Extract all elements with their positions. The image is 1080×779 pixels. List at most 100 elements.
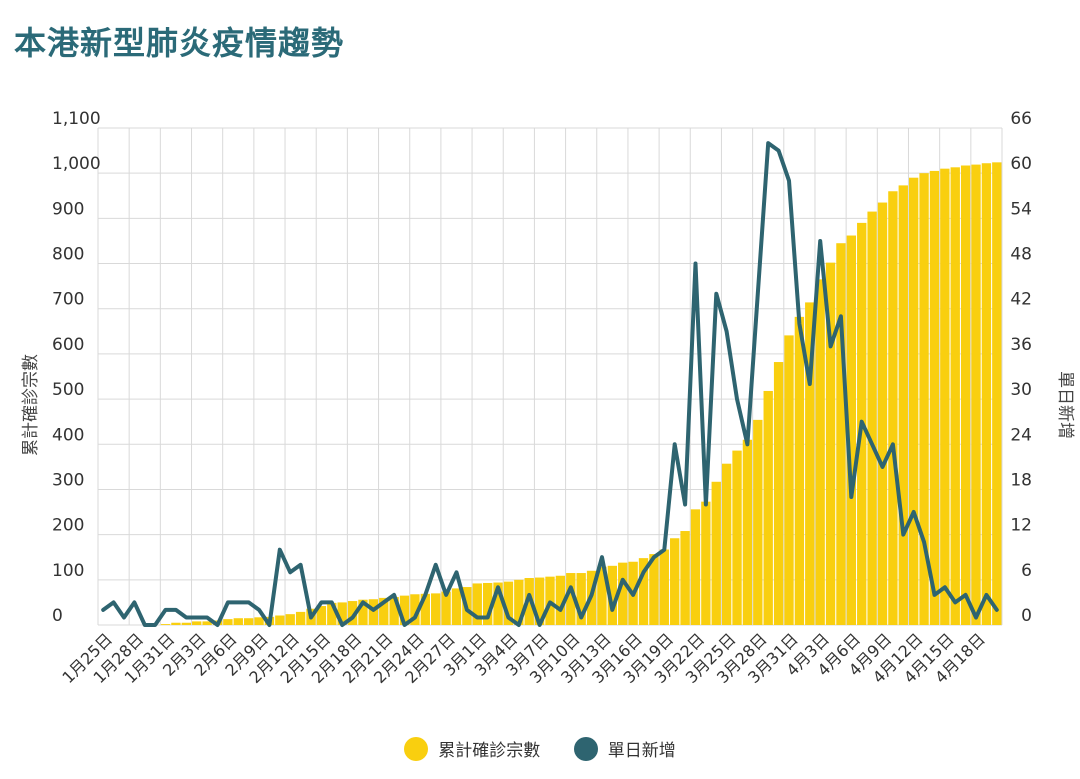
left-tick-label: 200 [52,516,84,536]
chart-title: 本港新型肺炎疫情趨勢 [14,24,345,62]
x-axis-ticks: 1月25日1月28日1月31日2月3日2月6日2月9日2月12日2月15日2月1… [58,629,988,687]
left-tick-label: 400 [52,425,84,445]
left-tick-label: 1,100 [52,109,101,129]
bar [836,243,846,626]
bar [327,602,337,625]
legend-swatch-bars [404,736,429,761]
bar [534,577,545,625]
left-axis-label: 累計確診宗數 [21,354,41,456]
bar [940,168,950,625]
bar [233,618,243,625]
bar [909,177,919,625]
bar [919,173,929,625]
bar [472,583,482,625]
left-tick-label: 100 [52,561,84,581]
bar [649,554,659,625]
bar [711,481,721,625]
bar [431,593,441,625]
bar [347,601,358,625]
left-tick-label: 0 [52,606,63,626]
bar [950,167,960,626]
bar [337,602,347,625]
legend-label-line: 單日新增 [607,741,676,761]
bar [763,390,773,625]
legend-label-bars: 累計確診宗數 [438,741,541,761]
legend-item-bars[interactable]: 累計確診宗數 [404,736,540,761]
legend-item-line[interactable]: 單日新增 [573,736,676,761]
bar [597,566,607,625]
bar [223,619,233,625]
bar [992,162,1002,625]
bar [358,599,368,625]
bar [202,621,212,625]
legend-swatch-line [573,736,598,761]
bar [493,582,503,625]
bar [192,621,202,625]
bar [243,618,254,625]
bar [701,501,711,625]
bar [753,419,763,625]
bar [607,565,618,625]
bar [389,596,399,625]
bar [379,597,389,625]
bar [285,614,295,625]
bar [275,615,285,625]
bar [618,562,628,625]
bar [784,335,794,625]
bar [295,611,306,625]
left-tick-label: 500 [52,380,84,400]
bar [566,573,576,625]
right-axis-ticks: 0 6 12 18 24 30 36 42 48 54 60 66 [1010,109,1032,626]
right-tick-label: 48 [1010,245,1032,265]
bar [815,279,825,625]
line-group [101,141,999,627]
right-tick-label: 0 [1021,606,1032,626]
bar [773,362,784,625]
bar [316,606,327,625]
bar [171,622,181,625]
bar [846,235,857,626]
bar [805,302,815,625]
right-tick-label: 24 [1010,425,1032,445]
right-tick-label: 6 [1021,561,1032,581]
bar [690,509,701,625]
bar [867,211,877,625]
bar [680,531,690,625]
bar [794,316,805,625]
bar [898,185,908,625]
left-tick-label: 600 [52,335,84,355]
bar [888,191,898,625]
right-axis-label: 單日新增 [1055,371,1075,439]
bar [555,575,566,625]
bar [670,538,680,625]
bar [181,622,191,625]
daily-new-line [101,141,999,627]
bar [742,439,753,625]
right-tick-label: 36 [1010,335,1032,355]
bars-group [160,162,1002,626]
left-tick-label: 800 [52,245,84,265]
bar [732,450,742,625]
bar [825,262,836,625]
bar [482,582,493,625]
bar [441,591,451,625]
bar [503,581,514,625]
right-tick-label: 42 [1010,290,1032,310]
bar [576,573,586,625]
bar [368,599,379,625]
bar [160,624,171,625]
bar [399,595,410,625]
bar [638,558,649,625]
bar [524,578,534,625]
left-tick-label: 300 [52,470,84,490]
bar [514,579,524,625]
right-tick-label: 60 [1010,154,1032,174]
left-axis-ticks: 0 100 200 300 400 500 600 700 800 900 1,000 1,100 [52,109,101,626]
bar [971,164,981,625]
bar [254,617,264,625]
bar [420,593,430,625]
grid [97,127,1003,626]
bar [721,463,732,625]
bar [877,202,888,626]
